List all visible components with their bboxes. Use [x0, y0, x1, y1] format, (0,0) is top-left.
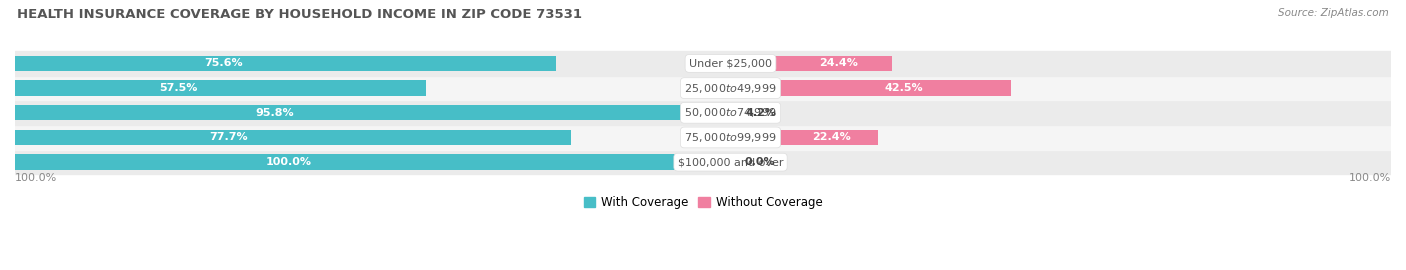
Legend: With Coverage, Without Coverage: With Coverage, Without Coverage [579, 192, 827, 214]
Bar [731, 105, 758, 120]
Text: 95.8%: 95.8% [254, 108, 294, 118]
Bar [731, 130, 879, 145]
Text: 57.5%: 57.5% [159, 83, 197, 93]
Text: 0.0%: 0.0% [744, 157, 775, 167]
Text: 42.5%: 42.5% [884, 83, 924, 93]
Bar [15, 56, 555, 71]
Bar [15, 100, 1391, 125]
Bar [15, 154, 731, 170]
Bar [15, 51, 1391, 76]
Bar [15, 105, 700, 120]
Text: 22.4%: 22.4% [811, 133, 851, 143]
Bar [15, 76, 1391, 100]
Text: $100,000 and over: $100,000 and over [678, 157, 783, 167]
Text: $50,000 to $74,999: $50,000 to $74,999 [685, 106, 776, 119]
Text: 100.0%: 100.0% [1348, 173, 1391, 183]
Bar [15, 80, 426, 96]
Bar [731, 80, 1011, 96]
Text: $25,000 to $49,999: $25,000 to $49,999 [685, 82, 776, 94]
Text: 4.2%: 4.2% [745, 108, 776, 118]
Bar [15, 125, 1391, 150]
Text: $75,000 to $99,999: $75,000 to $99,999 [685, 131, 776, 144]
Text: 100.0%: 100.0% [15, 173, 58, 183]
Text: Under $25,000: Under $25,000 [689, 58, 772, 68]
Bar [15, 130, 571, 145]
Text: HEALTH INSURANCE COVERAGE BY HOUSEHOLD INCOME IN ZIP CODE 73531: HEALTH INSURANCE COVERAGE BY HOUSEHOLD I… [17, 8, 582, 21]
Bar [15, 150, 1391, 174]
Text: 77.7%: 77.7% [209, 133, 249, 143]
Text: Source: ZipAtlas.com: Source: ZipAtlas.com [1278, 8, 1389, 18]
Text: 100.0%: 100.0% [266, 157, 312, 167]
Text: 75.6%: 75.6% [204, 58, 243, 68]
Text: 24.4%: 24.4% [820, 58, 858, 68]
Bar [731, 56, 891, 71]
